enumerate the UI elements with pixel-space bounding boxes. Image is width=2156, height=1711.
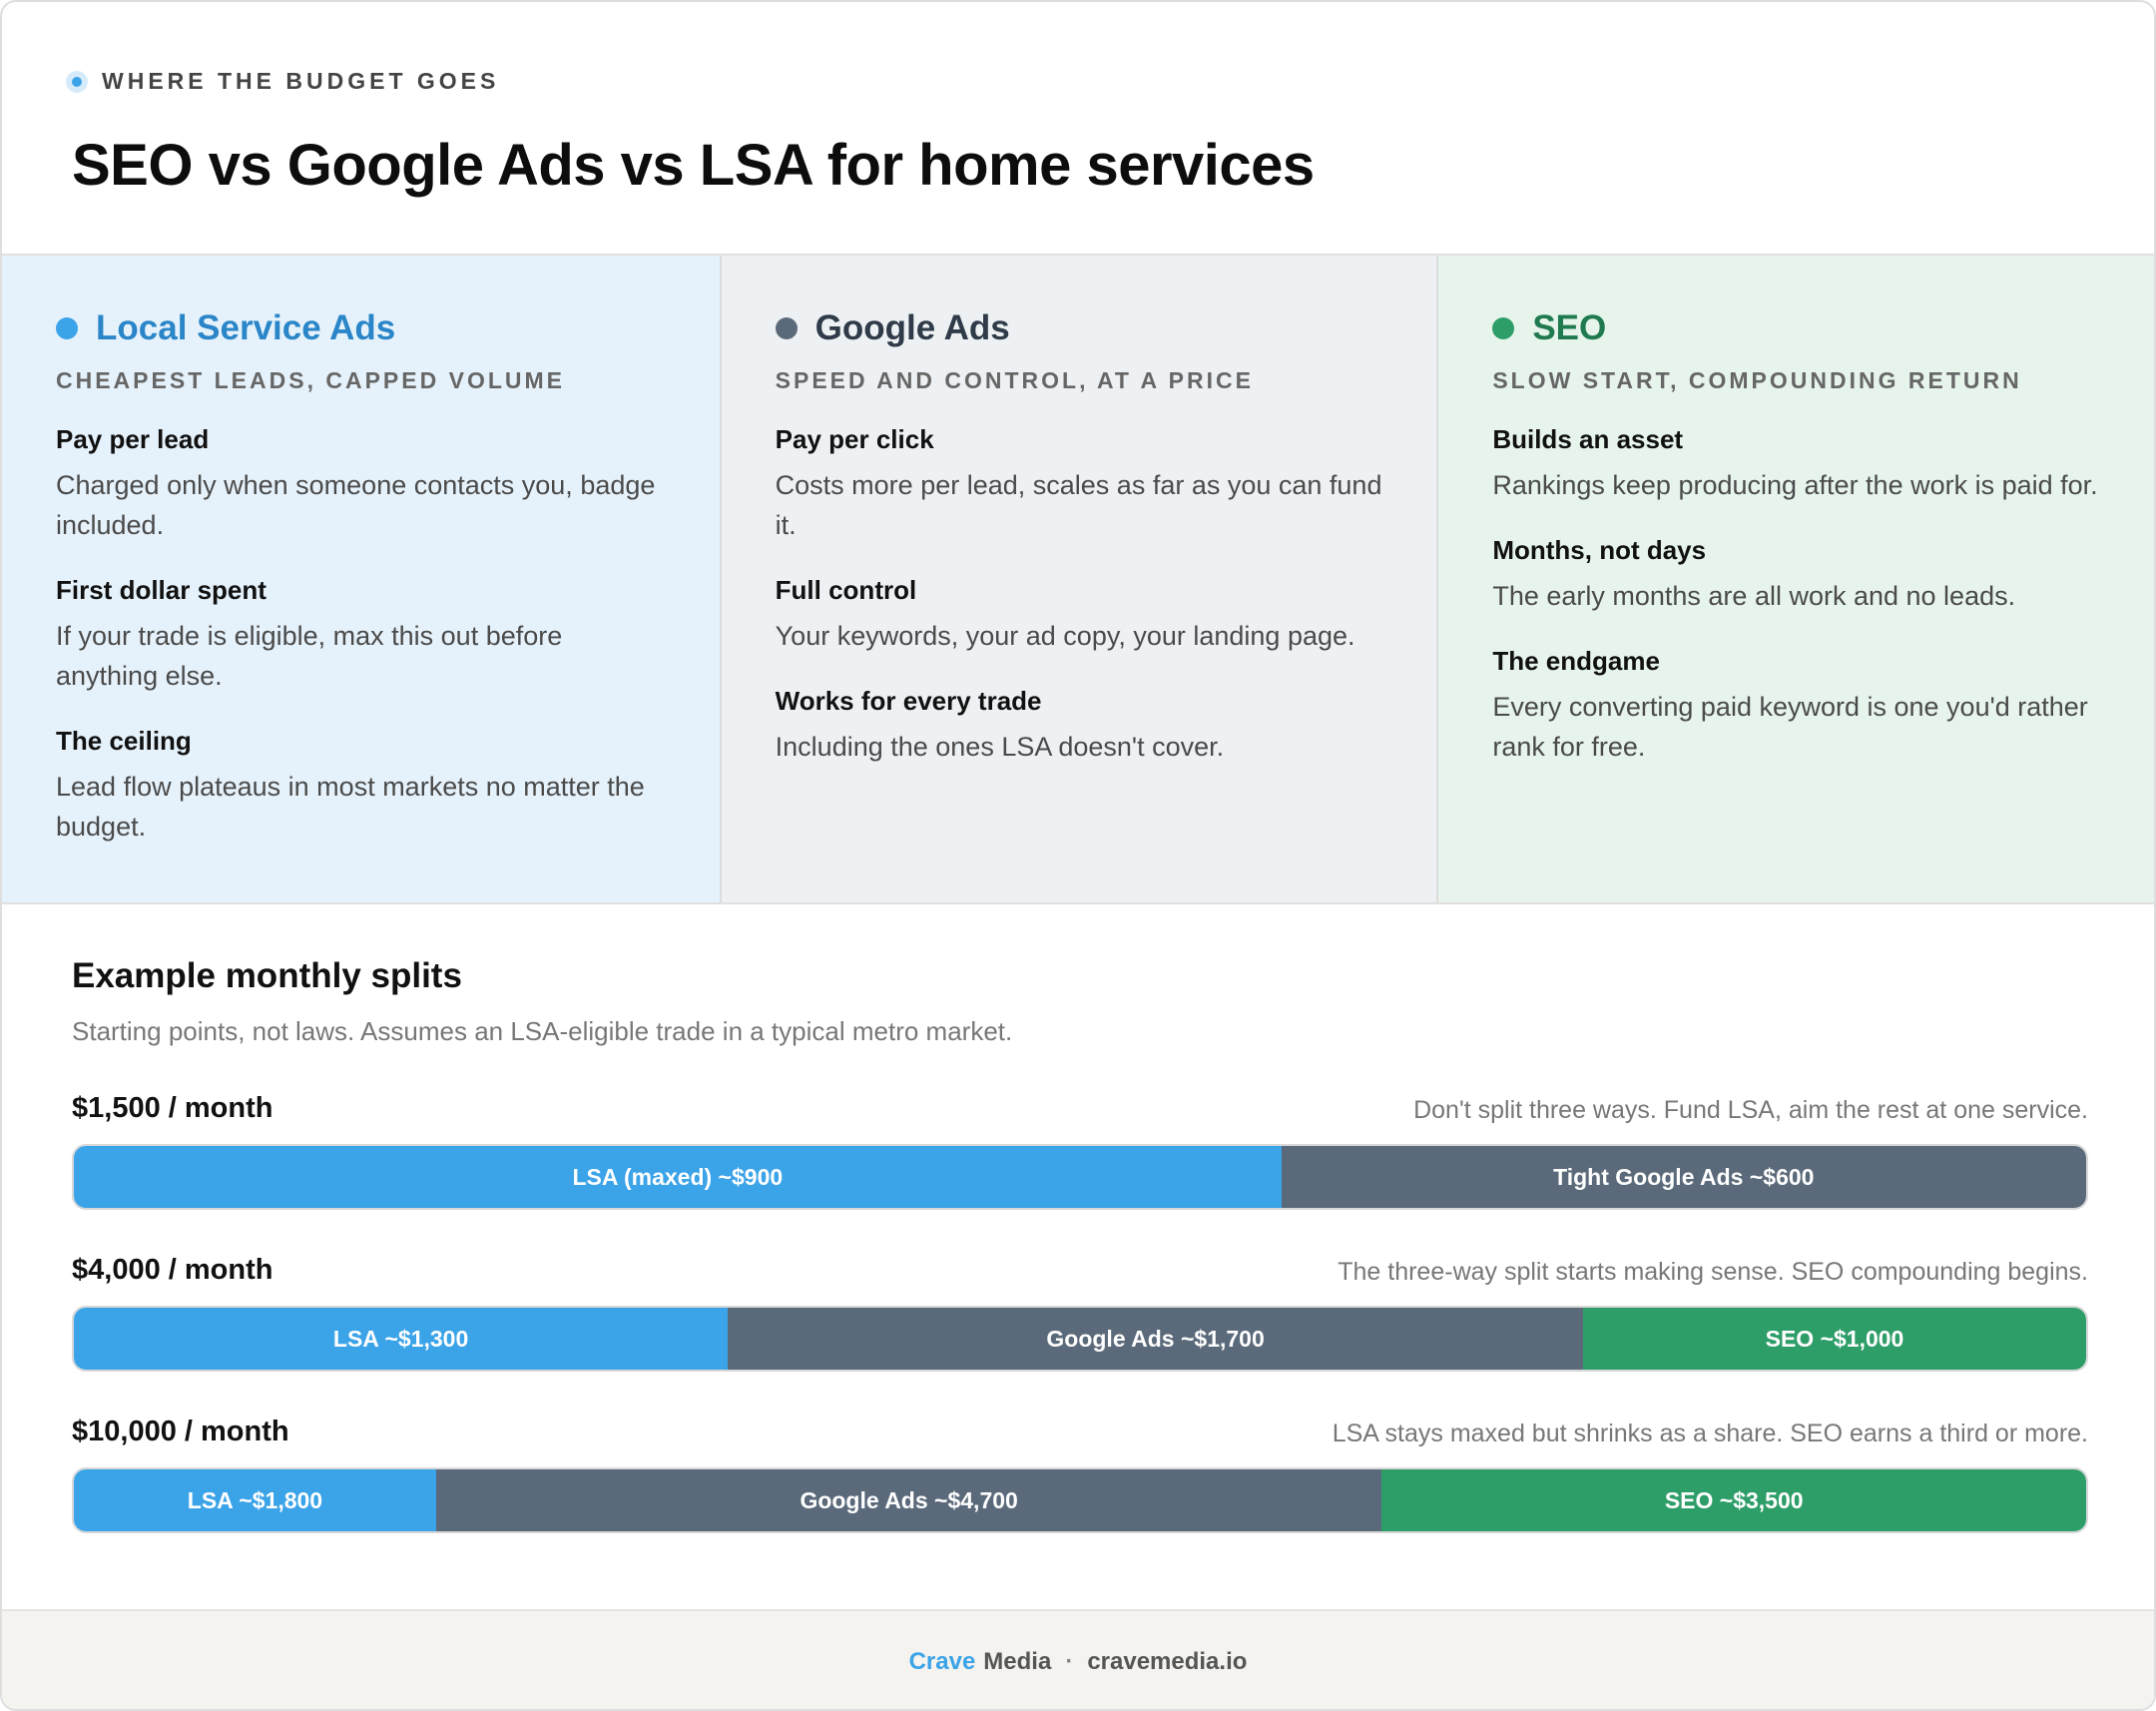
split-amount: $1,500 / month [72, 1092, 273, 1124]
item-description: Your keywords, your ad copy, your landin… [775, 621, 1355, 651]
column-subtitle: SLOW START, COMPOUNDING RETURN [1492, 367, 2022, 393]
channel-columns: Local Service Ads CHEAPEST LEADS, CAPPED… [2, 254, 2154, 904]
footer-brand-crave: Crave [908, 1648, 976, 1675]
item-title: Builds an asset [1492, 424, 1684, 454]
lsa-dot-icon [56, 317, 78, 339]
column-seo: SEO SLOW START, COMPOUNDING RETURN Build… [1436, 256, 2154, 902]
split-note: LSA stays maxed but shrinks as a share. … [1332, 1420, 2088, 1447]
column-item: Pay per click Costs more per lead, scale… [776, 424, 1383, 545]
split-segment-google-ads: Google Ads ~$4,700 [435, 1469, 1382, 1531]
column-google-ads: Google Ads SPEED AND CONTROL, AT A PRICE… [719, 256, 1437, 902]
column-title: SEO [1532, 308, 1607, 347]
column-item: Pay per lead Charged only when someone c… [56, 424, 666, 545]
item-description: If your trade is eligible, max this out … [56, 621, 563, 691]
column-header: SEO [1492, 305, 2100, 351]
footer-separator: · [1065, 1648, 1074, 1675]
google-ads-dot-icon [775, 317, 798, 339]
column-title: Local Service Ads [96, 308, 396, 347]
split-segment-google-ads: Google Ads ~$1,700 [728, 1308, 1583, 1370]
item-title: The endgame [1492, 646, 1660, 676]
column-item: The ceiling Lead flow plateaus in most m… [56, 726, 666, 847]
column-subtitle: CHEAPEST LEADS, CAPPED VOLUME [56, 367, 565, 393]
split-segment-seo: SEO ~$3,500 [1381, 1469, 2086, 1531]
item-description: Lead flow plateaus in most markets no ma… [56, 772, 645, 842]
column-item: Builds an asset Rankings keep producing … [1492, 424, 2100, 505]
split-segment-seo: SEO ~$1,000 [1582, 1308, 2086, 1370]
split-segment-google-ads: Tight Google Ads ~$600 [1281, 1146, 2086, 1208]
column-local-service-ads: Local Service Ads CHEAPEST LEADS, CAPPED… [2, 256, 720, 902]
column-item: Works for every trade Including the ones… [776, 686, 1383, 767]
split-amount: $4,000 / month [72, 1254, 273, 1286]
item-title: Months, not days [1492, 535, 1707, 565]
column-header: Local Service Ads [56, 305, 666, 351]
item-description: Every converting paid keyword is one you… [1492, 692, 2088, 762]
eyebrow-dot-icon [66, 70, 88, 93]
split-amount: $10,000 / month [72, 1416, 289, 1447]
column-item: Full control Your keywords, your ad copy… [776, 575, 1383, 656]
item-description: Charged only when someone contacts you, … [56, 470, 656, 540]
split-segment-lsa: LSA ~$1,800 [74, 1469, 436, 1531]
item-title: First dollar spent [56, 575, 267, 605]
item-title: The ceiling [56, 726, 192, 756]
split-note: The three-way split starts making sense.… [1338, 1258, 2088, 1286]
split-bar: LSA (maxed) ~$900 Tight Google Ads ~$600 [72, 1144, 2088, 1210]
eyebrow: WHERE THE BUDGET GOES [66, 68, 499, 95]
split-segment-lsa: LSA (maxed) ~$900 [74, 1146, 1282, 1208]
column-item: The endgame Every converting paid keywor… [1492, 646, 2100, 767]
column-header: Google Ads [775, 305, 1383, 351]
split-bar: LSA ~$1,800 Google Ads ~$4,700 SEO ~$3,500 [72, 1467, 2088, 1533]
item-description: Costs more per lead, scales as far as yo… [775, 470, 1382, 540]
column-subtitle: SPEED AND CONTROL, AT A PRICE [775, 367, 1254, 393]
item-title: Works for every trade [775, 686, 1042, 716]
item-title: Pay per click [775, 424, 934, 454]
column-title: Google Ads [814, 308, 1010, 347]
item-description: Rankings keep producing after the work i… [1492, 470, 2098, 500]
split-bar: LSA ~$1,300 Google Ads ~$1,700 SEO ~$1,000 [72, 1306, 2088, 1372]
splits-subtitle: Starting points, not laws. Assumes an LS… [72, 1016, 1013, 1046]
footer-brand-media: Media [983, 1648, 1052, 1675]
column-item: First dollar spent If your trade is elig… [56, 575, 666, 696]
header: WHERE THE BUDGET GOES SEO vs Google Ads … [2, 2, 2154, 254]
seo-dot-icon [1492, 317, 1515, 339]
item-description: The early months are all work and no lea… [1492, 581, 2016, 611]
page-title: SEO vs Google Ads vs LSA for home servic… [72, 133, 1315, 198]
item-title: Pay per lead [56, 424, 210, 454]
item-title: Full control [775, 575, 917, 605]
split-note: Don't split three ways. Fund LSA, aim th… [1413, 1096, 2088, 1124]
splits-title: Example monthly splits [72, 956, 462, 995]
split-segment-lsa: LSA ~$1,300 [74, 1308, 729, 1370]
footer-domain-link[interactable]: cravemedia.io [1087, 1648, 1248, 1675]
eyebrow-text: WHERE THE BUDGET GOES [102, 68, 500, 94]
item-description: Including the ones LSA doesn't cover. [775, 732, 1225, 762]
monthly-splits-section: Example monthly splits Starting points, … [2, 904, 2154, 1609]
column-item: Months, not days The early months are al… [1492, 535, 2100, 616]
footer: Crave Media · cravemedia.io [2, 1609, 2154, 1709]
